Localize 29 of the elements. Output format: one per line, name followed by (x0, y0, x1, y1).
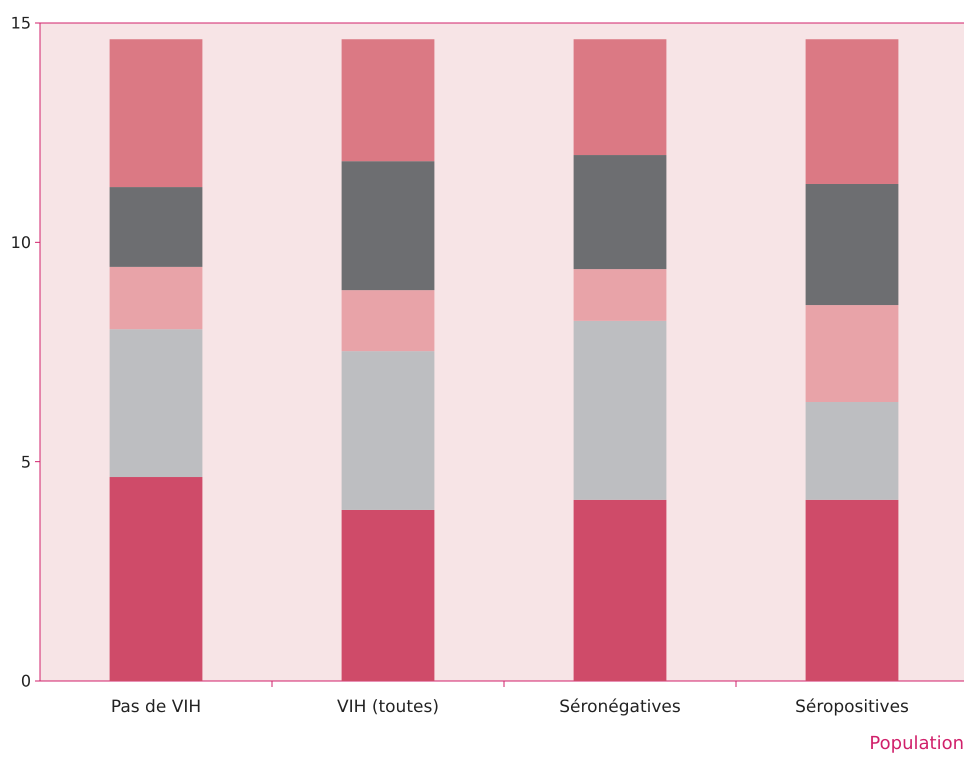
bar (342, 510, 434, 681)
bar (342, 39, 434, 162)
bar (574, 39, 666, 156)
bar (110, 266, 202, 330)
bar (110, 39, 202, 188)
y-tick-label: 15 (10, 14, 31, 33)
x-tick-label: Séronégatives (559, 697, 681, 717)
bar (574, 155, 666, 270)
bar (110, 329, 202, 478)
bar (806, 500, 898, 681)
y-tick-label: 0 (20, 672, 31, 691)
bar (342, 290, 434, 352)
bar (342, 351, 434, 510)
y-tick-label: 10 (10, 232, 31, 252)
bar (342, 161, 434, 290)
x-tick-label: VIH (toutes) (337, 697, 439, 717)
bar (110, 187, 202, 267)
x-tick-label: Séropositives (795, 697, 910, 717)
bar (806, 305, 898, 402)
bar (574, 500, 666, 681)
bar (110, 477, 202, 681)
bar (806, 184, 898, 306)
bar (574, 320, 666, 500)
x-axis-title: Population (869, 733, 964, 754)
bar (806, 39, 898, 184)
y-tick-label: 5 (20, 452, 31, 472)
x-tick-label: Pas de VIH (110, 697, 202, 717)
bar (574, 269, 666, 321)
bar (806, 402, 898, 500)
